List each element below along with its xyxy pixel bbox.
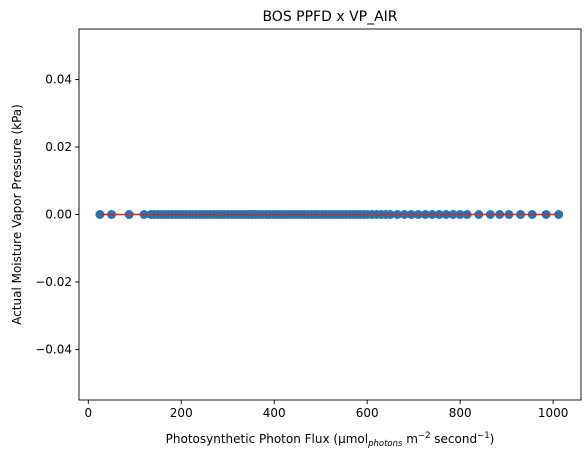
y-axis-ticks: −0.04 −0.02 0.00 0.02 0.04 — [35, 73, 79, 356]
x-tick-label: 0 — [84, 406, 92, 420]
data-point — [554, 210, 564, 219]
x-axis-label-unit: m — [402, 432, 418, 446]
x-axis-label-main: Photosynthetic Photon Flux (μmol — [166, 432, 368, 446]
y-tick-label: −0.04 — [35, 342, 72, 356]
x-axis-label-second: second — [430, 432, 477, 446]
x-axis-label-end: ) — [490, 432, 495, 446]
x-tick-label: 200 — [170, 406, 193, 420]
y-tick-label: −0.02 — [35, 275, 72, 289]
x-tick-label: 600 — [356, 406, 379, 420]
x-tick-label: 400 — [263, 406, 286, 420]
x-tick-label: 1000 — [538, 406, 569, 420]
plot-marks — [95, 210, 564, 219]
x-axis-ticks: 0 200 400 600 800 1000 — [84, 400, 568, 420]
x-axis-label: Photosynthetic Photon Flux (μmolphotons … — [166, 431, 495, 449]
x-axis-label-superscript-1: −2 — [418, 431, 431, 441]
x-axis-label-superscript-2: −1 — [477, 431, 490, 441]
chart-title: BOS PPFD x VP_AIR — [262, 9, 397, 25]
x-axis-label-subscript: photons — [367, 439, 403, 449]
y-axis-label: Actual Moisture Vapor Pressure (kPa) — [10, 104, 24, 325]
y-tick-label: 0.02 — [45, 140, 72, 154]
y-tick-label: 0.00 — [45, 208, 72, 222]
x-tick-label: 800 — [449, 406, 472, 420]
y-tick-label: 0.04 — [45, 73, 72, 87]
